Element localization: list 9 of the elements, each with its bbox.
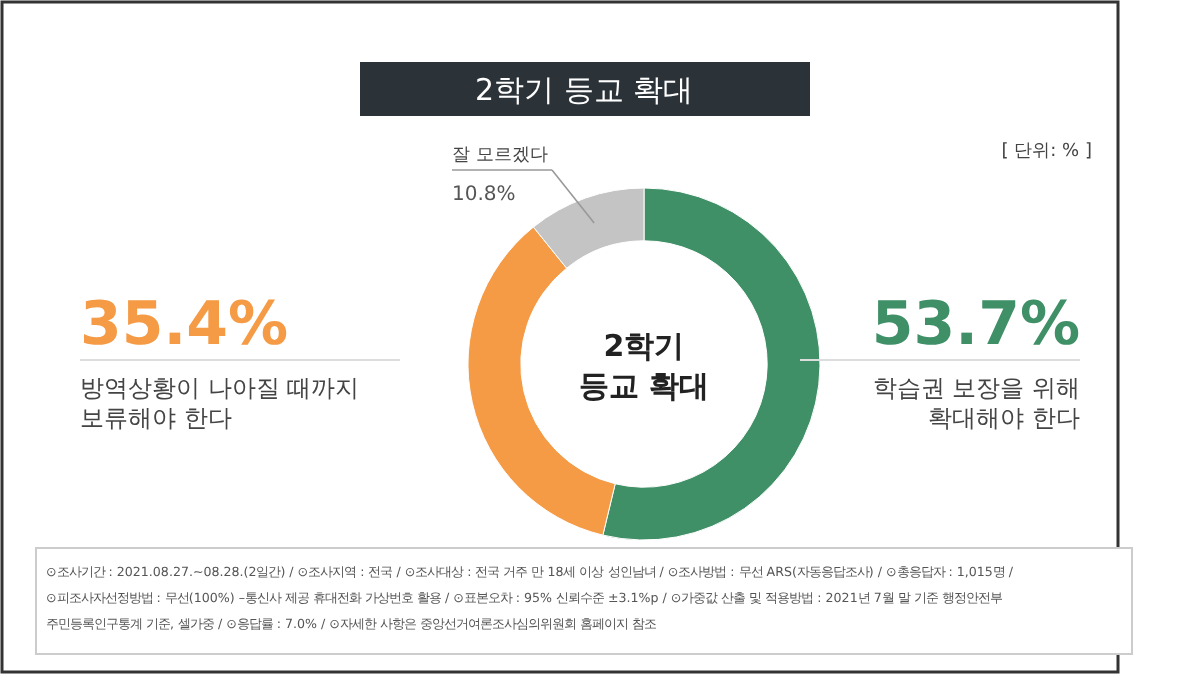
- slice-label: 잘 모르겠다: [452, 146, 548, 166]
- chart-title: 2학기 등교 확대: [474, 72, 694, 108]
- data-label: 53.7%: [871, 290, 1080, 360]
- data-label: 35.4%: [80, 290, 289, 360]
- slice-label: 학습권 보장을 위해 확대해야 한다: [872, 374, 1080, 432]
- text: [ 단위: % ]: [1001, 142, 1092, 162]
- text: 2학기 등교 확대: [578, 328, 710, 404]
- slice-label: 방역상황이 나아질 때까지 보류해야 한다: [80, 374, 360, 432]
- data-label: 10.8%: [452, 184, 516, 206]
